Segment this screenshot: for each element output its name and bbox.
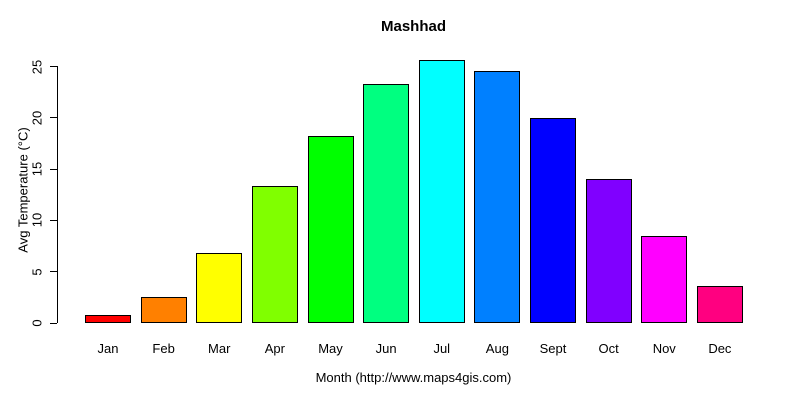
x-tick-text: Apr [264, 341, 285, 356]
y-tick-label-5: 5 [29, 268, 45, 276]
bar-may [307, 136, 354, 323]
x-tick-text: Feb [152, 341, 175, 356]
bar-aug [474, 71, 521, 323]
y-tick-label-25: 25 [29, 59, 45, 74]
bar-jun [363, 84, 410, 323]
x-tick-label-apr: Apr [252, 341, 298, 356]
x-tick-label-dec: Dec [697, 341, 743, 356]
x-tick-text: Nov [652, 341, 676, 356]
x-tick-label-nov: Nov [641, 341, 687, 356]
y-axis-line [57, 66, 58, 323]
x-tick-text: Aug [485, 341, 509, 356]
x-tick-text: Sept [539, 341, 567, 356]
x-tick-label-jul: Jul [419, 341, 465, 356]
bar-apr [251, 186, 298, 323]
x-tick-text: Oct [598, 341, 619, 356]
bar-dec [696, 286, 743, 323]
bar-feb [140, 297, 187, 323]
x-tick-label-oct: Oct [586, 341, 632, 356]
y-axis-label: Avg Temperature (°C) [15, 127, 31, 253]
y-tick-label-0: 0 [29, 319, 45, 327]
bar-oct [585, 179, 632, 323]
x-tick-text: May [318, 341, 343, 356]
y-tick-mark-0 [50, 322, 57, 324]
y-tick-mark-20 [50, 117, 57, 119]
y-tick-label-15: 15 [29, 161, 45, 177]
x-tick-text: Jul [433, 341, 451, 356]
x-tick-label-mar: Mar [196, 341, 242, 356]
y-tick-label-20: 20 [29, 110, 45, 126]
y-tick-mark-5 [50, 271, 57, 273]
x-tick-text: Mar [208, 341, 231, 356]
bar-jul [418, 60, 465, 323]
y-tick-mark-15 [50, 168, 57, 170]
x-axis-label: Month (http://www.maps4gis.com) [315, 370, 512, 385]
x-tick-label-feb: Feb [141, 341, 187, 356]
x-tick-label-jan: Jan [85, 341, 131, 356]
y-tick-label-10: 10 [29, 213, 45, 228]
x-tick-text: Jun [375, 341, 397, 356]
bar-sept [530, 118, 576, 323]
x-tick-text: Jan [97, 341, 119, 356]
bar-nov [641, 236, 688, 323]
x-axis-tick-labels: Jan Feb Mar Apr May Jun Jul Aug Sept Oct Nov Dec [85, 341, 743, 356]
bar-jan [85, 315, 131, 323]
x-tick-label-sept: Sept [530, 341, 576, 356]
x-tick-text: Dec [708, 341, 732, 356]
x-tick-label-aug: Aug [474, 341, 520, 356]
chart-title: Mashhad [380, 18, 446, 35]
bars-container [85, 56, 743, 323]
x-tick-label-jun: Jun [363, 341, 409, 356]
y-tick-mark-10 [50, 219, 57, 221]
bar-mar [196, 253, 243, 323]
x-tick-label-may: May [308, 341, 354, 356]
y-tick-mark-25 [50, 66, 57, 67]
